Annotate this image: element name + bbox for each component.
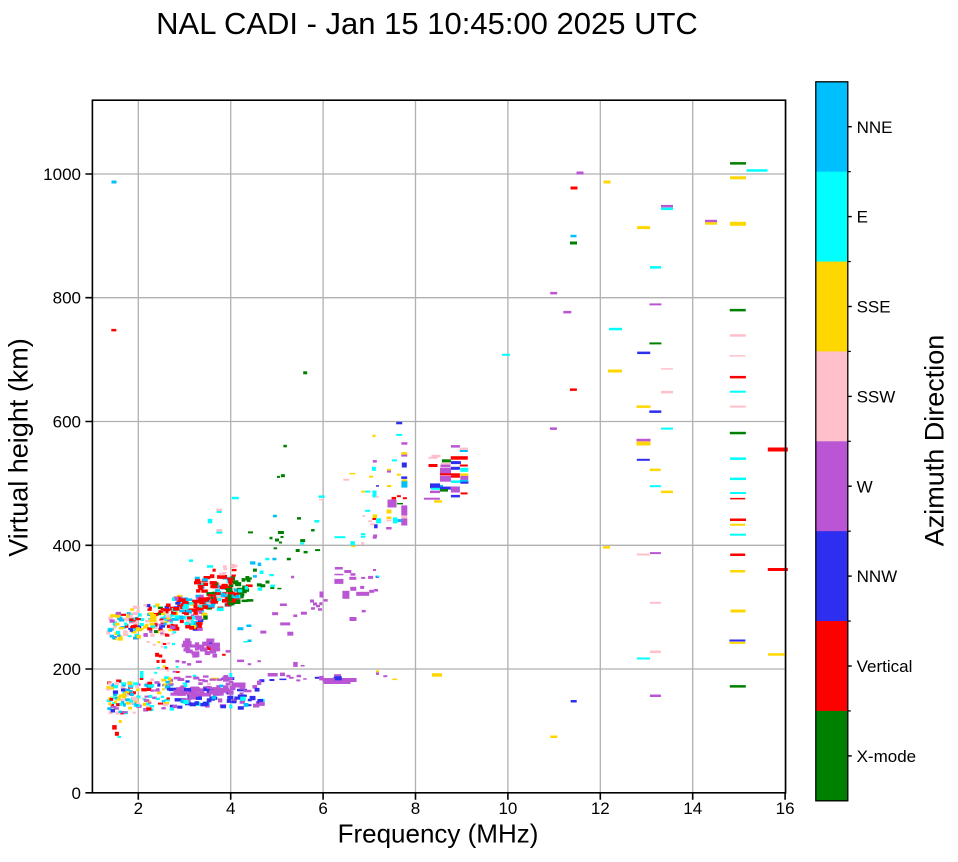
svg-text:NNE: NNE [857,118,893,137]
svg-text:E: E [857,208,868,227]
svg-text:Virtual height (km): Virtual height (km) [4,338,34,557]
svg-text:SSE: SSE [857,298,891,317]
svg-text:10: 10 [498,799,517,818]
svg-text:12: 12 [591,799,610,818]
svg-text:4: 4 [226,799,235,818]
svg-text:600: 600 [53,413,81,432]
svg-text:16: 16 [776,799,795,818]
svg-text:200: 200 [53,660,81,679]
svg-text:6: 6 [318,799,327,818]
svg-text:14: 14 [683,799,702,818]
svg-text:W: W [857,477,873,496]
svg-text:400: 400 [53,536,81,555]
svg-text:SSW: SSW [857,388,896,407]
svg-text:Vertical: Vertical [857,657,913,676]
svg-text:Azimuth Direction: Azimuth Direction [920,335,950,547]
svg-text:1000: 1000 [43,165,81,184]
svg-text:800: 800 [53,289,81,308]
svg-text:NNW: NNW [857,567,898,586]
svg-text:0: 0 [72,784,81,803]
svg-text:NAL CADI - Jan 15 10:45:00 202: NAL CADI - Jan 15 10:45:00 2025 UTC [156,6,698,41]
svg-text:8: 8 [411,799,420,818]
svg-text:X-mode: X-mode [857,747,917,766]
svg-text:2: 2 [134,799,143,818]
svg-text:Frequency (MHz): Frequency (MHz) [338,819,539,849]
